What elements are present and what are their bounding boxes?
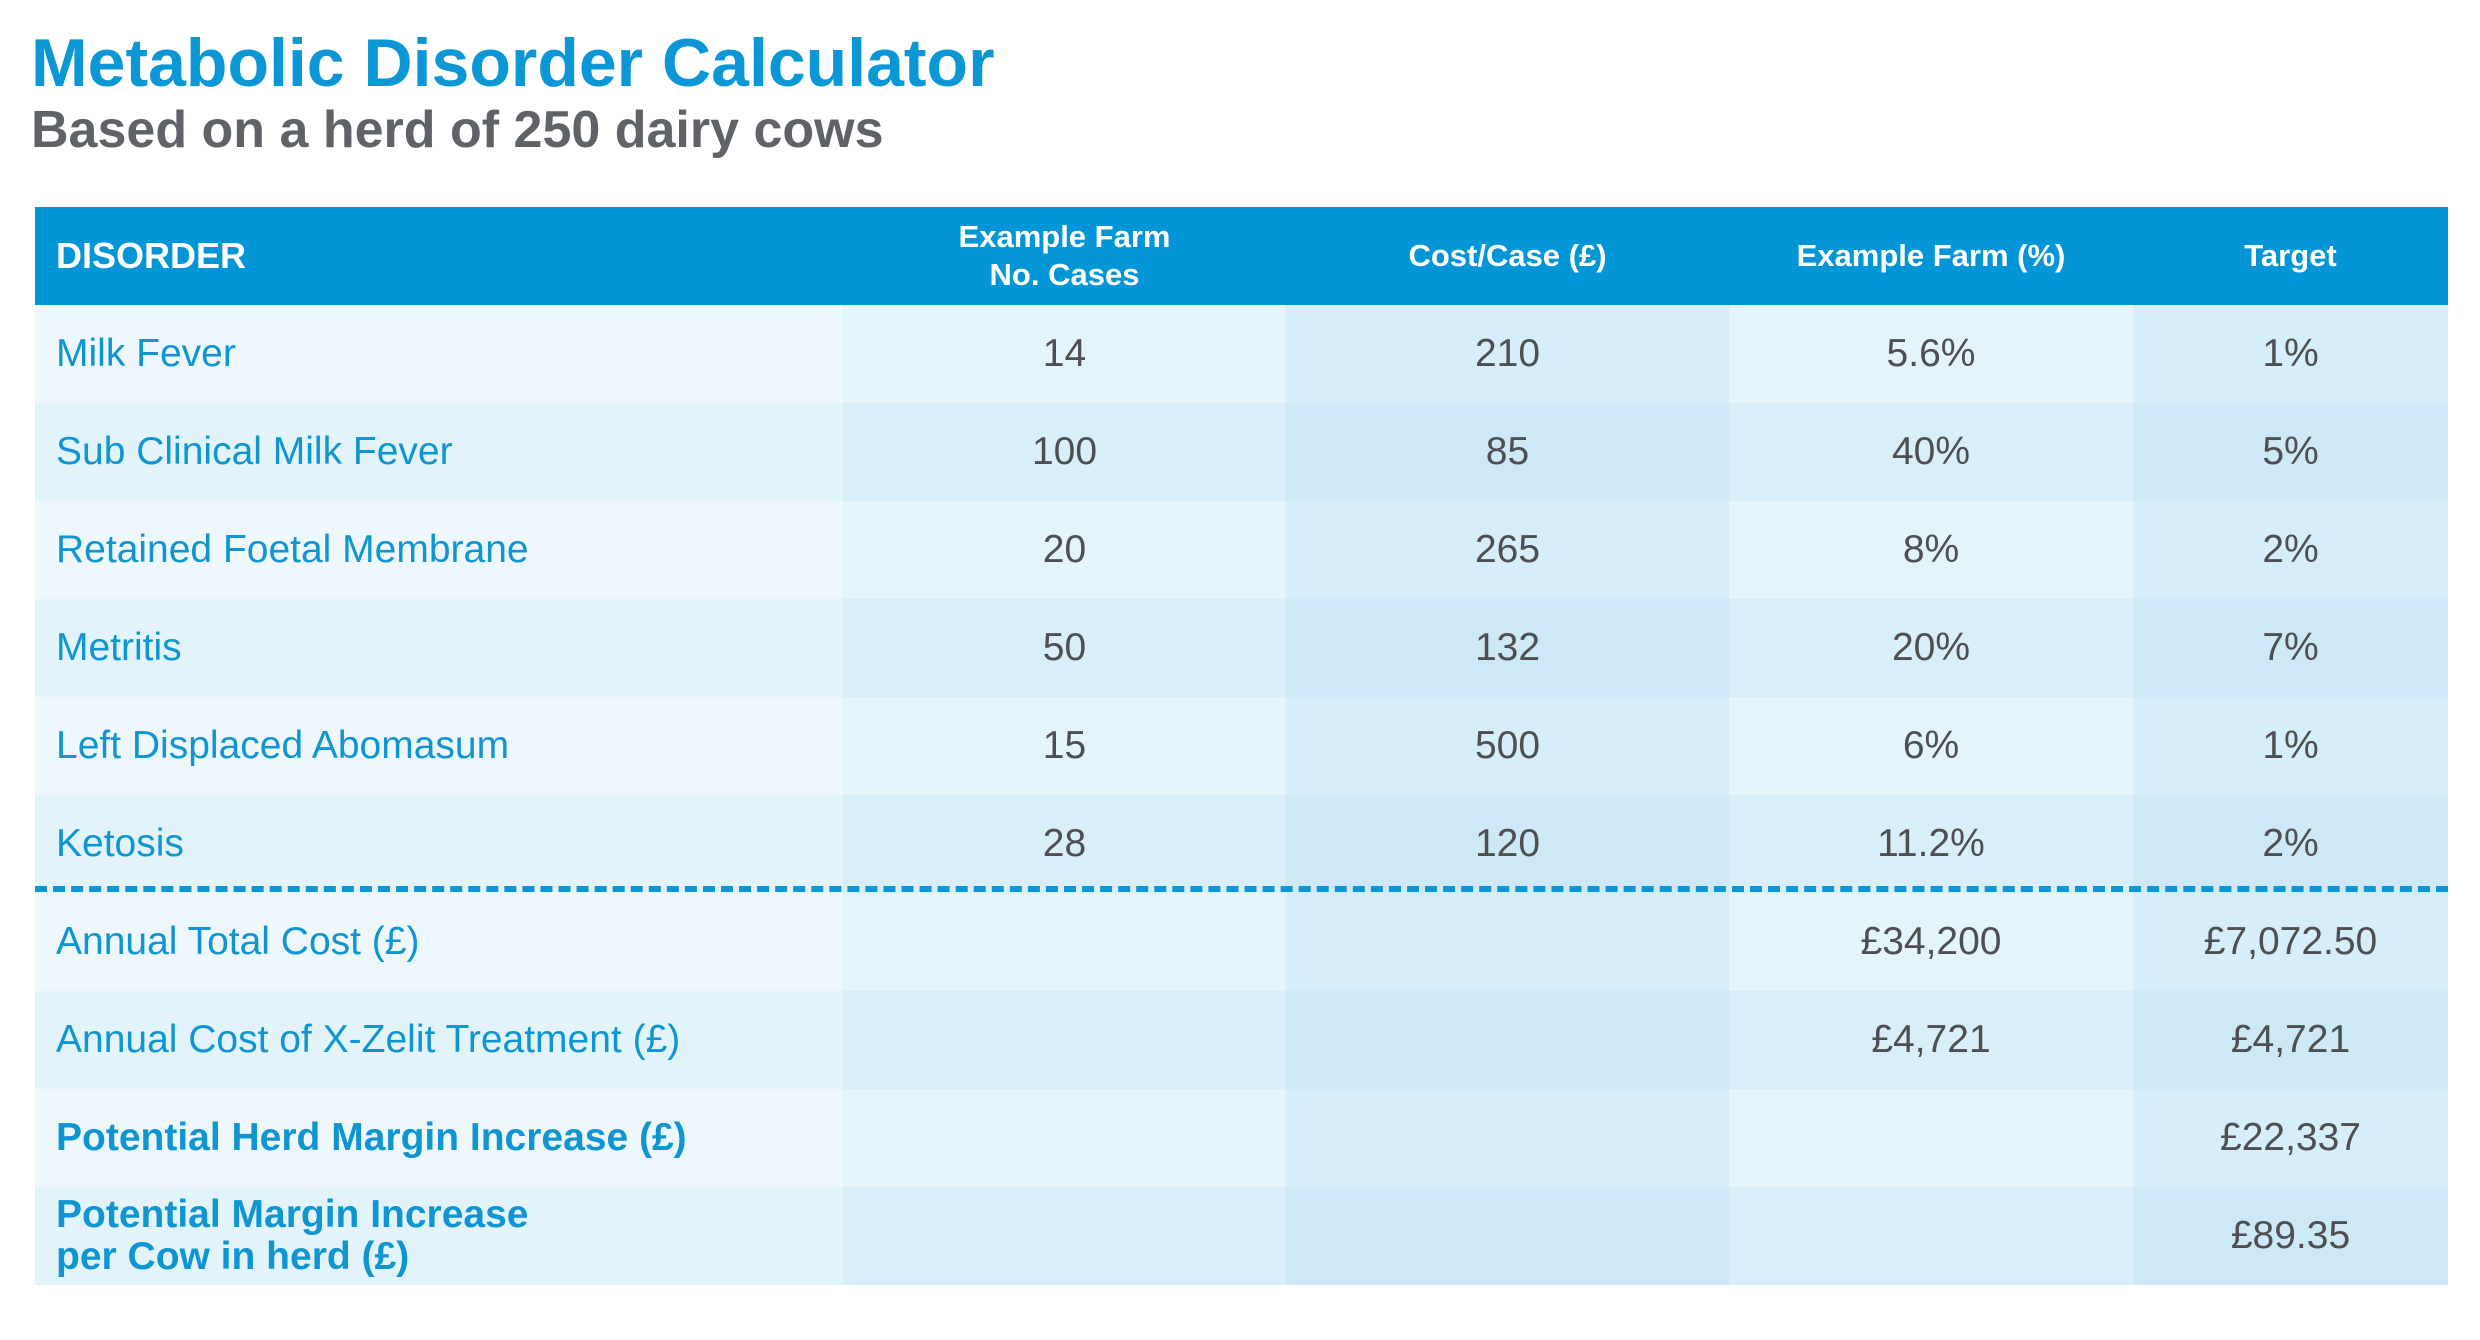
summary-farm-value [1729, 1187, 2133, 1285]
header-farm-pct: Example Farm (%) [1796, 238, 2066, 273]
header-cases-line1: Example Farm [958, 219, 1171, 254]
empty-cell [843, 893, 1286, 991]
cost-value: 265 [1286, 501, 1729, 599]
summary-target-value: £4,721 [2133, 991, 2448, 1089]
farm-pct-value: 8% [1729, 501, 2133, 599]
disorder-label: Sub Clinical Milk Fever [35, 403, 843, 501]
summary-label: Annual Total Cost (£) [35, 893, 843, 991]
empty-cell [843, 991, 1286, 1089]
empty-cell [843, 1187, 1286, 1285]
table-header-row: DISORDER Example Farm No. Cases Cost/Cas… [35, 207, 2448, 305]
table-row: Ketosis 28 120 11.2% 2% [35, 795, 2448, 893]
farm-pct-value: 40% [1729, 403, 2133, 501]
page-subtitle: Based on a herd of 250 dairy cows [31, 101, 884, 159]
target-value: 7% [2133, 599, 2448, 697]
disorder-label: Milk Fever [35, 305, 843, 403]
summary-label: Potential Margin Increase per Cow in her… [35, 1187, 843, 1285]
cases-value: 100 [843, 403, 1286, 501]
table-row: Milk Fever 14 210 5.6% 1% [35, 305, 2448, 403]
header-cases: Example Farm No. Cases [843, 207, 1286, 305]
header-cost-case: Cost/Case (£) [1408, 238, 1607, 273]
farm-pct-value: 11.2% [1729, 795, 2133, 893]
disorder-label: Metritis [35, 599, 843, 697]
target-value: 2% [2133, 795, 2448, 893]
disorder-label: Left Displaced Abomasum [35, 697, 843, 795]
cases-value: 28 [843, 795, 1286, 893]
target-value: 2% [2133, 501, 2448, 599]
table-row: Metritis 50 132 20% 7% [35, 599, 2448, 697]
page-title: Metabolic Disorder Calculator [31, 25, 995, 101]
summary-row-margin-per-cow: Potential Margin Increase per Cow in her… [35, 1187, 2448, 1285]
cost-value: 500 [1286, 697, 1729, 795]
calculator-table: DISORDER Example Farm No. Cases Cost/Cas… [35, 207, 2448, 1285]
summary-target-value: £89.35 [2133, 1187, 2448, 1285]
cases-value: 50 [843, 599, 1286, 697]
empty-cell [1286, 893, 1729, 991]
cases-value: 15 [843, 697, 1286, 795]
header-target: Target [2244, 238, 2337, 273]
summary-farm-value: £34,200 [1729, 893, 2133, 991]
summary-farm-value: £4,721 [1729, 991, 2133, 1089]
disorder-label: Retained Foetal Membrane [35, 501, 843, 599]
empty-cell [1286, 1089, 1729, 1187]
cases-value: 20 [843, 501, 1286, 599]
cost-value: 210 [1286, 305, 1729, 403]
farm-pct-value: 5.6% [1729, 305, 2133, 403]
table-row: Left Displaced Abomasum 15 500 6% 1% [35, 697, 2448, 795]
header-disorder: DISORDER [56, 235, 247, 276]
cost-value: 85 [1286, 403, 1729, 501]
farm-pct-value: 20% [1729, 599, 2133, 697]
empty-cell [843, 1089, 1286, 1187]
table-row: Retained Foetal Membrane 20 265 8% 2% [35, 501, 2448, 599]
summary-label-line2: per Cow in herd (£) [56, 1235, 410, 1278]
table-row: Sub Clinical Milk Fever 100 85 40% 5% [35, 403, 2448, 501]
summary-target-value: £22,337 [2133, 1089, 2448, 1187]
target-value: 5% [2133, 403, 2448, 501]
summary-target-value: £7,072.50 [2133, 893, 2448, 991]
cost-value: 120 [1286, 795, 1729, 893]
empty-cell [1286, 1187, 1729, 1285]
cases-value: 14 [843, 305, 1286, 403]
summary-label-line1: Potential Margin Increase [56, 1193, 529, 1236]
summary-label: Annual Cost of X-Zelit Treatment (£) [35, 991, 843, 1089]
cost-value: 132 [1286, 599, 1729, 697]
farm-pct-value: 6% [1729, 697, 2133, 795]
target-value: 1% [2133, 697, 2448, 795]
summary-row-total-cost: Annual Total Cost (£) £34,200 £7,072.50 [35, 893, 2448, 991]
summary-row-treatment-cost: Annual Cost of X-Zelit Treatment (£) £4,… [35, 991, 2448, 1089]
dashed-divider [35, 886, 2448, 892]
target-value: 1% [2133, 305, 2448, 403]
summary-row-herd-margin: Potential Herd Margin Increase (£) £22,3… [35, 1089, 2448, 1187]
summary-label: Potential Herd Margin Increase (£) [35, 1089, 843, 1187]
header-cases-line2: No. Cases [989, 257, 1140, 292]
summary-farm-value [1729, 1089, 2133, 1187]
empty-cell [1286, 991, 1729, 1089]
disorder-label: Ketosis [35, 795, 843, 893]
